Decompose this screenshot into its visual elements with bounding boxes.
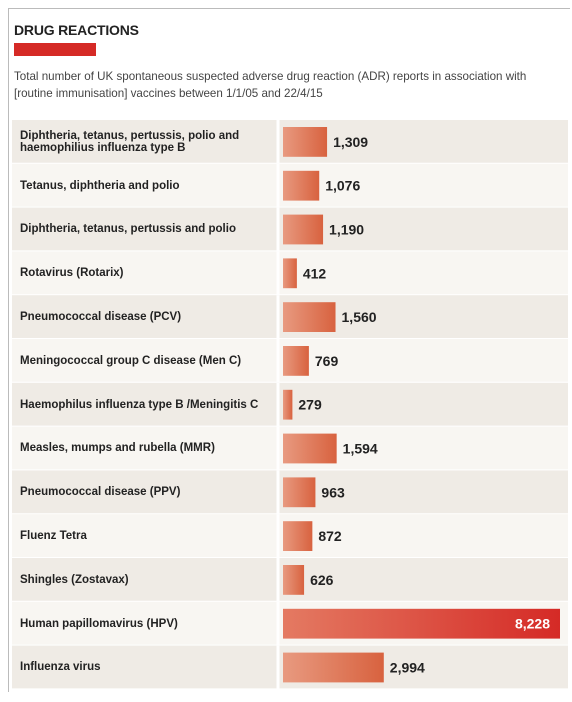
- value-label: 1,560: [342, 309, 377, 325]
- value-label: 1,076: [325, 178, 360, 194]
- bar: [283, 565, 305, 595]
- category-label: Pneumococcal disease (PPV): [20, 486, 181, 499]
- value-label: 1,594: [343, 441, 378, 457]
- bar: [283, 346, 309, 376]
- bar: [283, 258, 297, 289]
- value-label: 769: [315, 353, 339, 369]
- value-label: 279: [298, 397, 322, 413]
- category-label: Shingles (Zostavax): [20, 573, 129, 586]
- category-label: Tetanus, diphtheria and polio: [20, 179, 180, 192]
- category-label: Fluenz Tetra: [20, 530, 87, 543]
- value-label: 412: [303, 265, 327, 281]
- title-accent: [14, 43, 96, 56]
- bar: [283, 521, 313, 551]
- bar: [283, 302, 336, 332]
- value-label: 2,994: [390, 660, 425, 676]
- value-label: 1,190: [329, 222, 364, 238]
- bar: [283, 389, 293, 420]
- bar: [283, 214, 324, 245]
- bar: [283, 127, 328, 157]
- category-label: Haemophilus influenza type B /Meningitis…: [20, 398, 259, 411]
- bar: [283, 652, 384, 683]
- bar: [283, 477, 316, 508]
- value-label: 872: [318, 528, 342, 544]
- bar: [283, 608, 560, 639]
- frame: [8, 8, 570, 692]
- value-label: 963: [321, 484, 345, 500]
- category-label: Influenza virus: [20, 661, 101, 674]
- category-label: Human papillomavirus (HPV): [20, 617, 178, 630]
- category-label: Measles, mumps and rubella (MMR): [20, 442, 215, 455]
- category-label: Diphtheria, tetanus, pertussis and polio: [20, 223, 236, 236]
- bar: [283, 170, 320, 201]
- category-label: Diphtheria, tetanus, pertussis, polio an…: [20, 129, 240, 154]
- bar: [283, 433, 337, 464]
- chart-subtitle: Total number of UK spontaneous suspected…: [14, 70, 527, 100]
- category-label: Rotavirus (Rotarix): [20, 267, 124, 280]
- category-label: Meningococcal group C disease (Men C): [20, 354, 242, 367]
- value-label: 626: [310, 572, 334, 588]
- chart-title: DRUG REACTIONS: [14, 22, 139, 38]
- value-label: 8,228: [515, 616, 550, 632]
- value-label: 1,309: [333, 134, 368, 150]
- category-label: Pneumococcal disease (PCV): [20, 311, 182, 324]
